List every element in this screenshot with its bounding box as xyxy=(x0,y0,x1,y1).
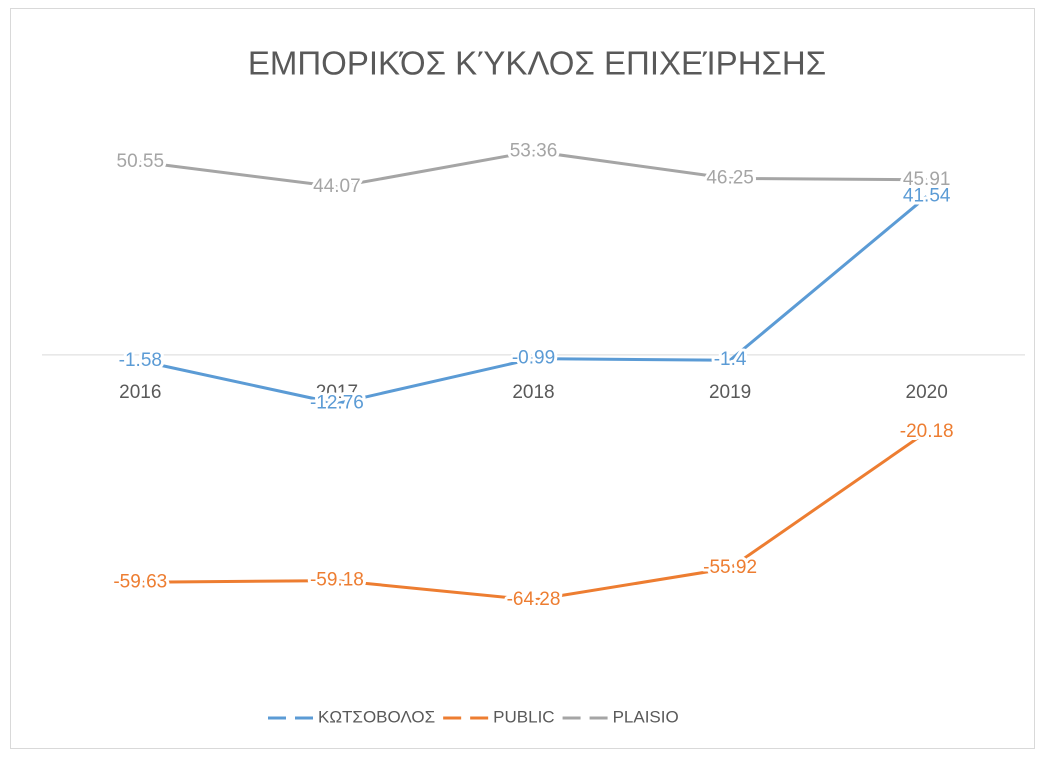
x-tick-label: 2018 xyxy=(512,382,554,403)
data-label: -59.63 xyxy=(113,571,167,592)
chart-frame xyxy=(10,8,1035,749)
data-label: 46.25 xyxy=(706,167,754,188)
data-label: -1.58 xyxy=(119,350,162,371)
data-label: -59.18 xyxy=(310,570,364,591)
legend-label: PUBLIC xyxy=(493,707,554,726)
data-label: 41.54 xyxy=(903,185,951,206)
data-label: -64.28 xyxy=(507,589,561,610)
x-tick-label: 2016 xyxy=(119,382,161,403)
data-label: -12.76 xyxy=(310,393,364,414)
x-tick-label: 2020 xyxy=(906,382,948,403)
legend-label: PLAISIO xyxy=(613,707,679,726)
data-label: -1.4 xyxy=(714,349,747,370)
data-label: -20.18 xyxy=(900,421,954,442)
x-tick-label: 2017 xyxy=(316,382,358,403)
data-label: -0.99 xyxy=(512,348,555,369)
x-tick-label: 2019 xyxy=(709,382,751,403)
data-label: 44.07 xyxy=(313,176,361,197)
data-label: 53.36 xyxy=(510,140,558,161)
data-label: 45.91 xyxy=(903,169,951,190)
series-line xyxy=(140,430,928,602)
chart-title: ΕΜΠΟΡΙΚΌΣ ΚΎΚΛΟΣ ΕΠΙΧΕΊΡΗΣΗΣ xyxy=(248,45,826,82)
series-line xyxy=(139,195,928,406)
legend-label: ΚΩΤΣΟΒΟΛΟΣ xyxy=(318,707,435,726)
data-label: 50.55 xyxy=(117,151,165,172)
series-line xyxy=(140,149,927,189)
data-label: -55.92 xyxy=(703,557,757,578)
